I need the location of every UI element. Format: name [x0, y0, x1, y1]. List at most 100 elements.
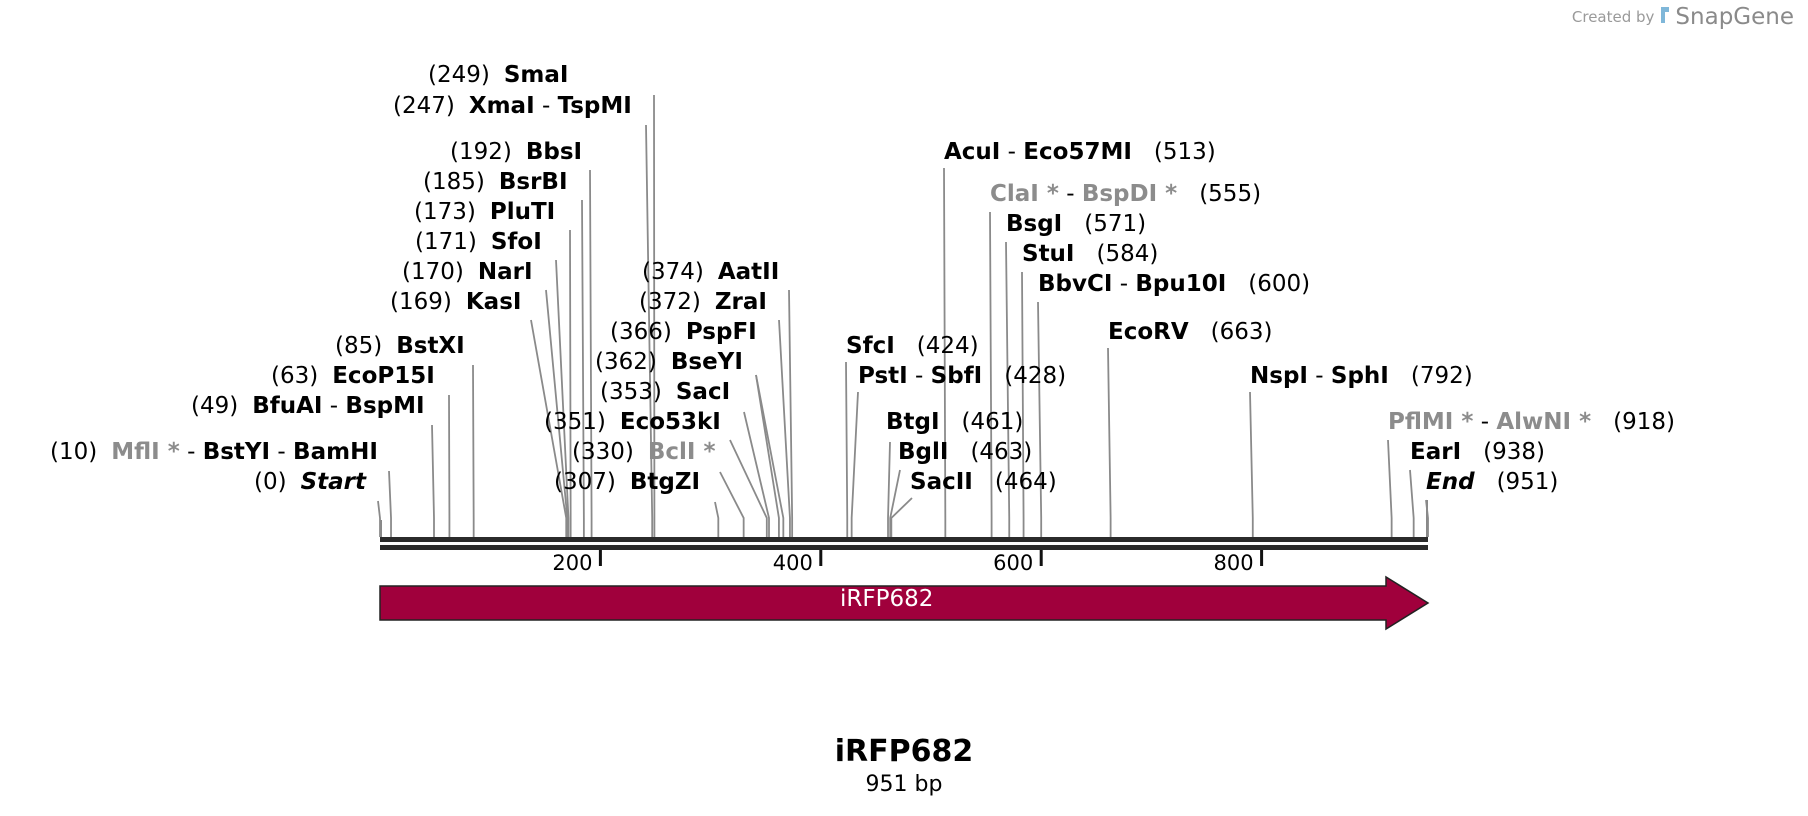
site-position: (464): [994, 469, 1057, 495]
site-position: (185): [423, 169, 485, 195]
snapgene-logo-icon: [1659, 5, 1671, 29]
site-label: (49) BfuAI - BspMI: [191, 393, 425, 419]
axis-tick-label: 400: [772, 551, 813, 575]
site-leader-line: [645, 124, 654, 537]
site-label: (171) SfoI: [415, 227, 542, 257]
site-leader-line: [1107, 347, 1112, 537]
site-label: (366) PspFI: [610, 317, 757, 347]
site-leader-line: [743, 411, 770, 537]
nonunique-marker: *: [1157, 181, 1178, 207]
enzyme-name: NarI: [477, 259, 533, 285]
enzyme-name: BstYI: [202, 439, 271, 465]
site-position: (351): [544, 409, 606, 435]
enzyme-name: BsgI: [1006, 211, 1063, 237]
site-position: (584): [1096, 241, 1159, 267]
site-leader-line: [890, 497, 913, 537]
site-leader-line: [729, 439, 768, 537]
feature-arrow: [379, 575, 1430, 631]
enzyme-name: TspMI: [557, 93, 632, 119]
snapgene-credit: Created by SnapGene: [1572, 4, 1794, 30]
sequence-title: iRFP682: [834, 734, 974, 769]
enzyme-name: BclI: [647, 439, 696, 465]
site-leader-line: [989, 211, 993, 537]
enzyme-name: End: [1426, 469, 1475, 495]
nonunique-marker: *: [159, 439, 180, 465]
enzyme-name: SacII: [910, 469, 973, 495]
site-position: (792): [1410, 363, 1473, 389]
backbone-bottom-strand: [380, 545, 1428, 550]
site-position: (461): [961, 409, 1024, 435]
enzyme-name: SfcI: [846, 333, 895, 359]
site-position: (353): [600, 379, 662, 405]
axis-tick-label: 600: [993, 551, 1034, 575]
site-label: PstI - SbfI (428): [858, 363, 1067, 389]
site-leader-line: [778, 319, 791, 537]
site-leader-line: [581, 199, 585, 537]
enzyme-name: SacI: [675, 379, 731, 405]
axis-tick-mark: [1039, 550, 1043, 566]
site-label: (247) XmaI - TspMI: [393, 93, 632, 119]
site-position: (555): [1199, 181, 1262, 207]
site-position: (171): [415, 229, 477, 255]
site-label: (63) EcoP15I: [271, 361, 435, 391]
site-label: (351) Eco53kI: [544, 407, 721, 437]
site-leader-line: [887, 441, 891, 537]
site-leader-line: [788, 289, 794, 537]
enzyme-name: BfuAI: [252, 393, 323, 419]
site-leader-line: [1249, 391, 1254, 537]
site-label: End (951): [1426, 467, 1558, 497]
enzyme-name: BglI: [898, 439, 949, 465]
enzyme-name: ClaI: [990, 181, 1039, 207]
site-position: (918): [1613, 409, 1675, 435]
enzyme-name: Eco53kI: [619, 409, 721, 435]
enzyme-name: AcuI: [944, 139, 1001, 165]
site-label: PflMI * - AlwNI * (918): [1388, 409, 1675, 435]
site-position: (463): [970, 439, 1033, 465]
site-leader-line: [545, 289, 569, 537]
site-label: NspI - SphI (792): [1250, 363, 1473, 389]
site-position: (169): [390, 289, 452, 315]
site-position: (249): [428, 62, 490, 88]
site-label: (170) NarI: [402, 257, 533, 287]
enzyme-name: AatII: [717, 259, 780, 285]
site-position: (372): [639, 289, 701, 315]
site-position: (0): [254, 469, 287, 495]
site-label: (169) KasI: [390, 287, 521, 317]
enzyme-name: BamHI: [293, 439, 378, 465]
site-leader-line: [431, 424, 435, 537]
enzyme-name: BstXI: [396, 333, 465, 359]
sequence-length: 951 bp: [865, 772, 943, 797]
site-label: (0) Start: [254, 467, 366, 497]
site-leader-line: [1409, 469, 1415, 537]
site-label: (372) ZraI: [639, 287, 767, 317]
site-leader-line: [377, 500, 381, 537]
nonunique-marker: *: [695, 439, 716, 465]
site-leader-line: [388, 470, 392, 537]
enzyme-name: EcoP15I: [332, 363, 435, 389]
backbone-top-strand: [380, 537, 1428, 542]
site-position: (571): [1084, 211, 1147, 237]
site-label: BtgI (461): [886, 407, 1023, 437]
enzyme-name: PluTI: [489, 199, 556, 225]
enzyme-name: Eco57MI: [1023, 139, 1132, 165]
enzyme-name: SmaI: [503, 62, 569, 88]
site-position: (366): [610, 319, 672, 345]
enzyme-name: StuI: [1022, 241, 1075, 267]
snapgene-brand: SnapGene: [1675, 4, 1794, 30]
site-leader-line: [889, 469, 901, 537]
site-position: (374): [642, 259, 704, 285]
site-label: (85) BstXI: [335, 331, 465, 361]
enzyme-name: PflMI: [1388, 409, 1454, 435]
enzyme-name: KasI: [465, 289, 522, 315]
site-position: (362): [595, 349, 657, 375]
site-position: (600): [1248, 271, 1311, 297]
site-label: (362) BseYI: [595, 347, 743, 377]
site-label: StuI (584): [1022, 239, 1158, 269]
site-leader-line: [719, 471, 745, 537]
site-label: (10) MflI * - BstYI - BamHI: [50, 439, 378, 465]
enzyme-name: BbsI: [525, 139, 583, 165]
enzyme-name: BbvCI: [1038, 271, 1113, 297]
enzyme-name: BspDI: [1081, 181, 1158, 207]
enzyme-name: EcoRV: [1108, 319, 1189, 345]
site-leader-line: [755, 374, 780, 537]
